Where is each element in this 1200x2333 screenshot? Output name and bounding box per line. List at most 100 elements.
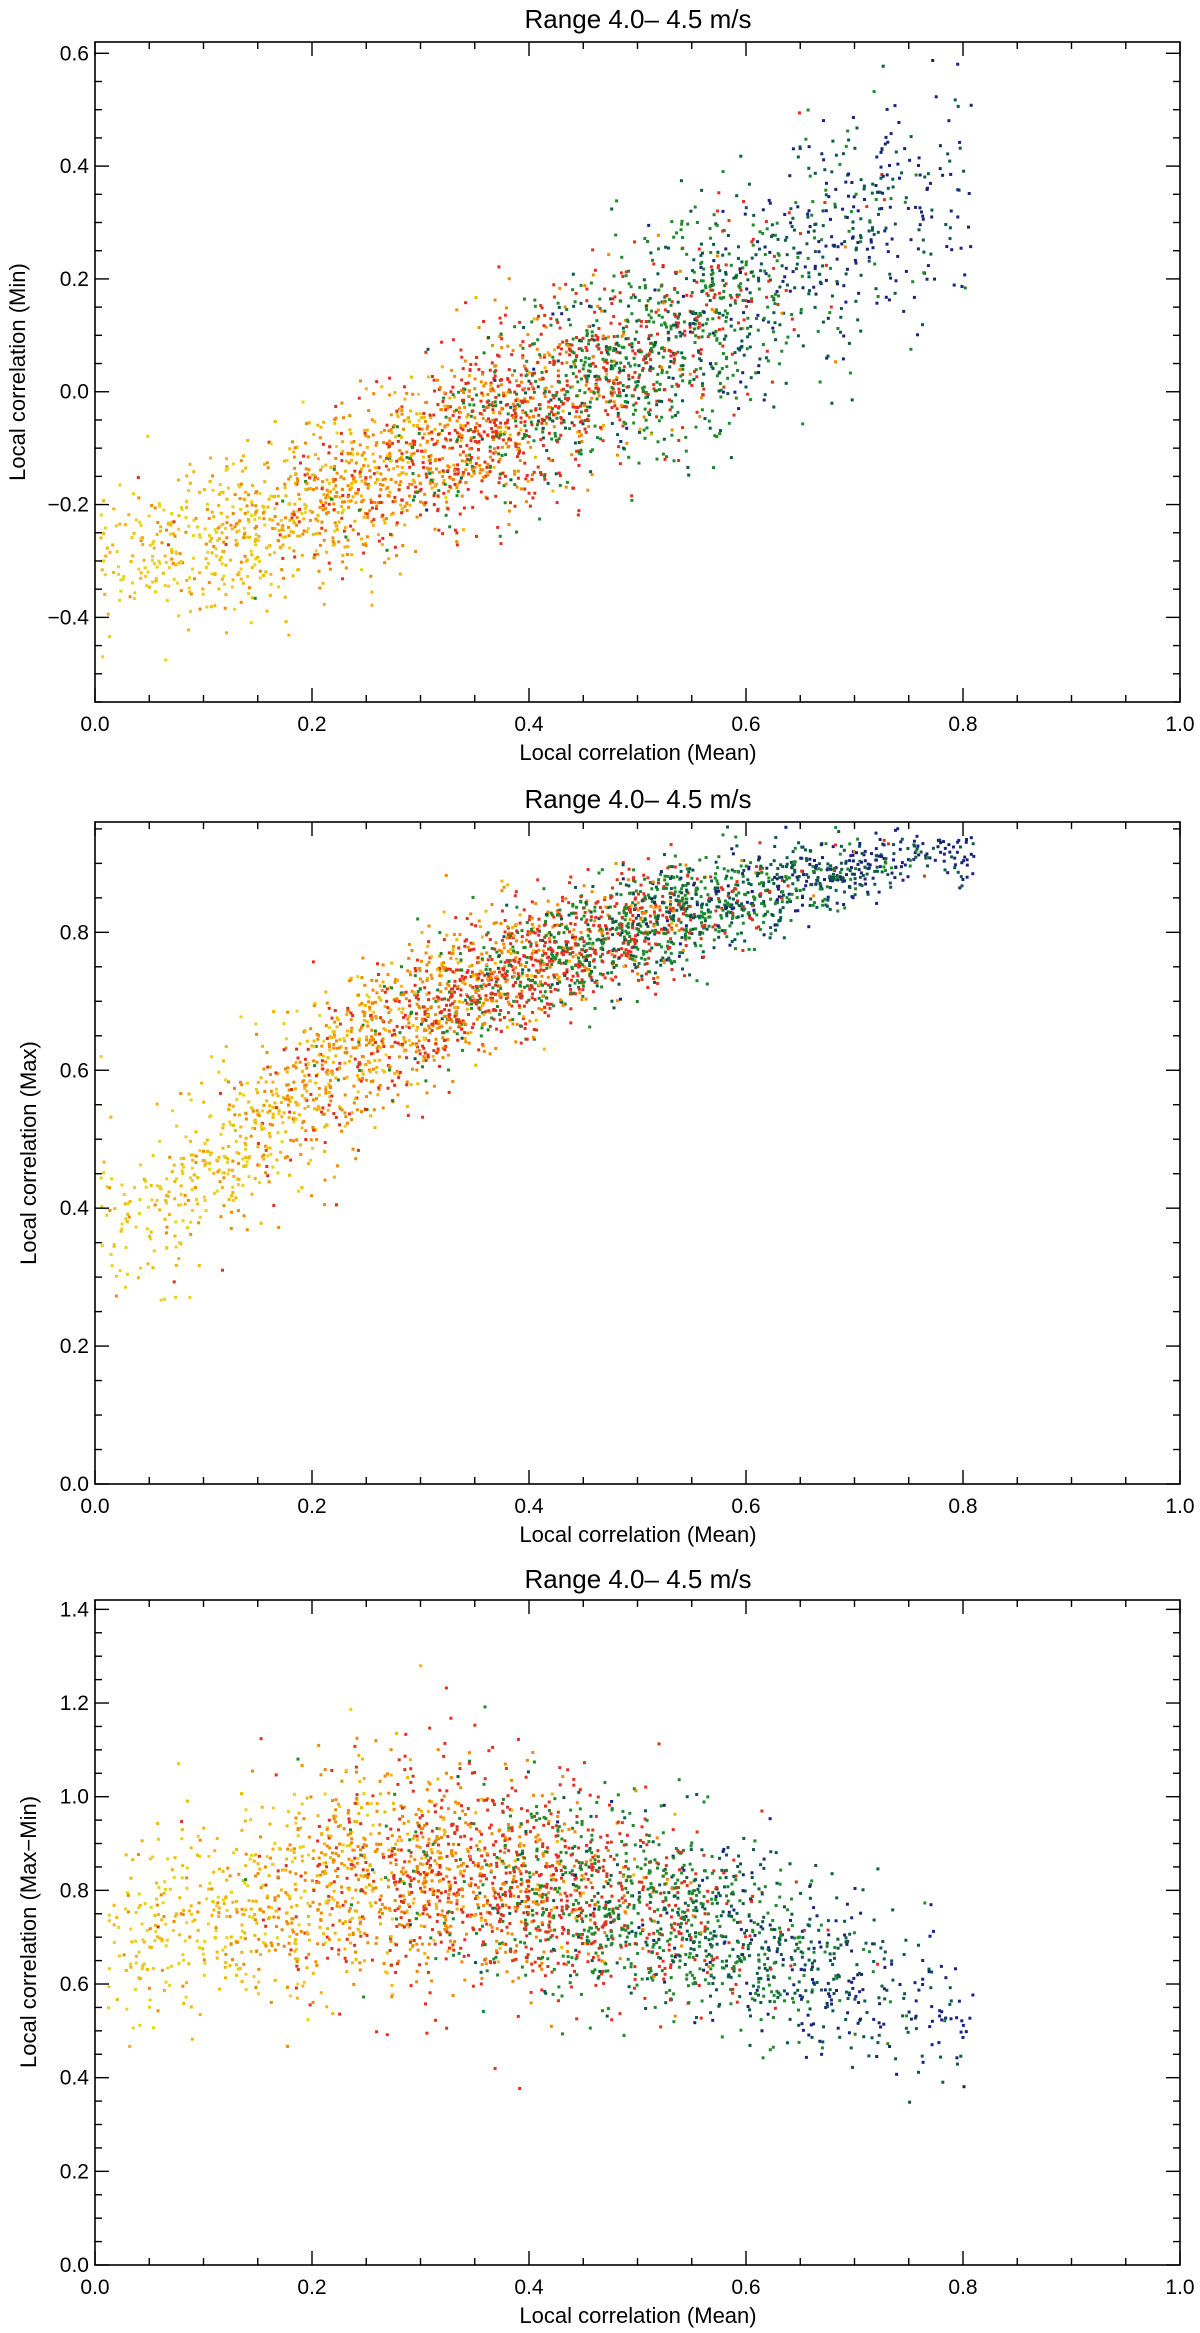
scatter-point [546,932,550,936]
scatter-point [656,332,659,336]
scatter-point [683,329,687,333]
scatter-point [514,1040,518,1044]
scatter-point [575,354,579,358]
scatter-point [438,969,442,973]
scatter-point [644,304,648,308]
scatter-point [670,433,674,437]
scatter-point [801,286,805,290]
scatter-point [729,296,733,300]
scatter-point [721,352,725,355]
scatter-point [318,531,322,535]
scatter-point [460,434,464,438]
scatter-point [581,422,585,426]
scatter-point [141,543,145,546]
scatter-point [652,906,656,910]
scatter-point [693,941,697,945]
scatter-point [660,415,664,419]
scatter-point [741,326,745,330]
scatter-point [686,222,690,226]
scatter-point [418,977,422,981]
scatter-point [257,1163,261,1167]
scatter-point [677,315,680,319]
scatter-point [247,586,251,590]
scatter-point [933,858,937,862]
scatter-point [658,388,661,392]
scatter-point [612,379,616,383]
scatter-point [594,386,598,390]
scatter-point [654,340,657,344]
scatter-point [351,495,355,499]
scatter-point [699,352,703,356]
scatter-point [460,435,464,439]
scatter-point [239,459,243,463]
scatter-point [137,496,141,500]
scatter-point [465,917,469,921]
scatter-point [360,453,364,457]
scatter-point [158,1139,162,1143]
scatter-point [295,1138,299,1142]
scatter-point [950,855,954,859]
scatter-point [633,370,637,374]
scatter-point [773,875,777,879]
scatter-point [442,938,446,942]
scatter-point [382,1045,386,1048]
scatter-point [370,590,374,594]
scatter-point [622,911,626,915]
scatter-point [381,483,385,487]
scatter-point [839,307,843,310]
scatter-point [320,520,324,524]
scatter-point [253,1118,257,1122]
scatter-point [498,476,502,480]
scatter-point [689,330,692,334]
scatter-point [672,893,676,897]
scatter-point [881,64,885,68]
scatter-point [432,1058,436,1062]
scatter-point [565,970,569,974]
scatter-point [789,207,793,211]
scatter-point [884,135,888,139]
scatter-point [108,550,112,554]
scatter-point [378,494,382,498]
scatter-point [556,903,560,907]
scatter-point [757,276,760,280]
scatter-point [667,956,671,960]
scatter-point [543,474,546,478]
scatter-point [767,279,771,283]
scatter-point [372,1108,376,1112]
scatter-point [337,1104,341,1108]
scatter-point [427,1039,431,1043]
scatter-point [353,519,357,523]
scatter-point [342,477,346,481]
scatter-point [357,508,361,512]
scatter-point [823,201,827,204]
scatter-point [578,339,582,343]
scatter-point [278,533,282,537]
scatter-point [884,295,888,299]
scatter-point [515,939,518,943]
scatter-point [532,387,535,391]
scatter-point [920,210,923,214]
scatter-point [568,992,572,996]
scatter-point [328,1048,332,1052]
scatter-point [327,490,331,494]
scatter-point [260,1155,264,1159]
scatter-point [850,181,854,184]
scatter-point [478,424,482,428]
scatter-point [626,955,630,959]
scatter-point [327,561,331,565]
scatter-point [639,883,643,887]
scatter-point [610,971,614,975]
scatter-point [183,1202,187,1206]
scatter-point [485,496,489,500]
scatter-point [530,930,534,934]
scatter-point [739,864,743,868]
scatter-point [733,938,737,942]
scatter-point [636,965,640,969]
scatter-point [694,368,698,372]
scatter-point [350,474,354,478]
scatter-point [373,420,377,424]
scatter-point [525,955,529,959]
scatter-point [574,365,578,369]
scatter-point [493,298,497,302]
scatter-point [498,534,502,538]
